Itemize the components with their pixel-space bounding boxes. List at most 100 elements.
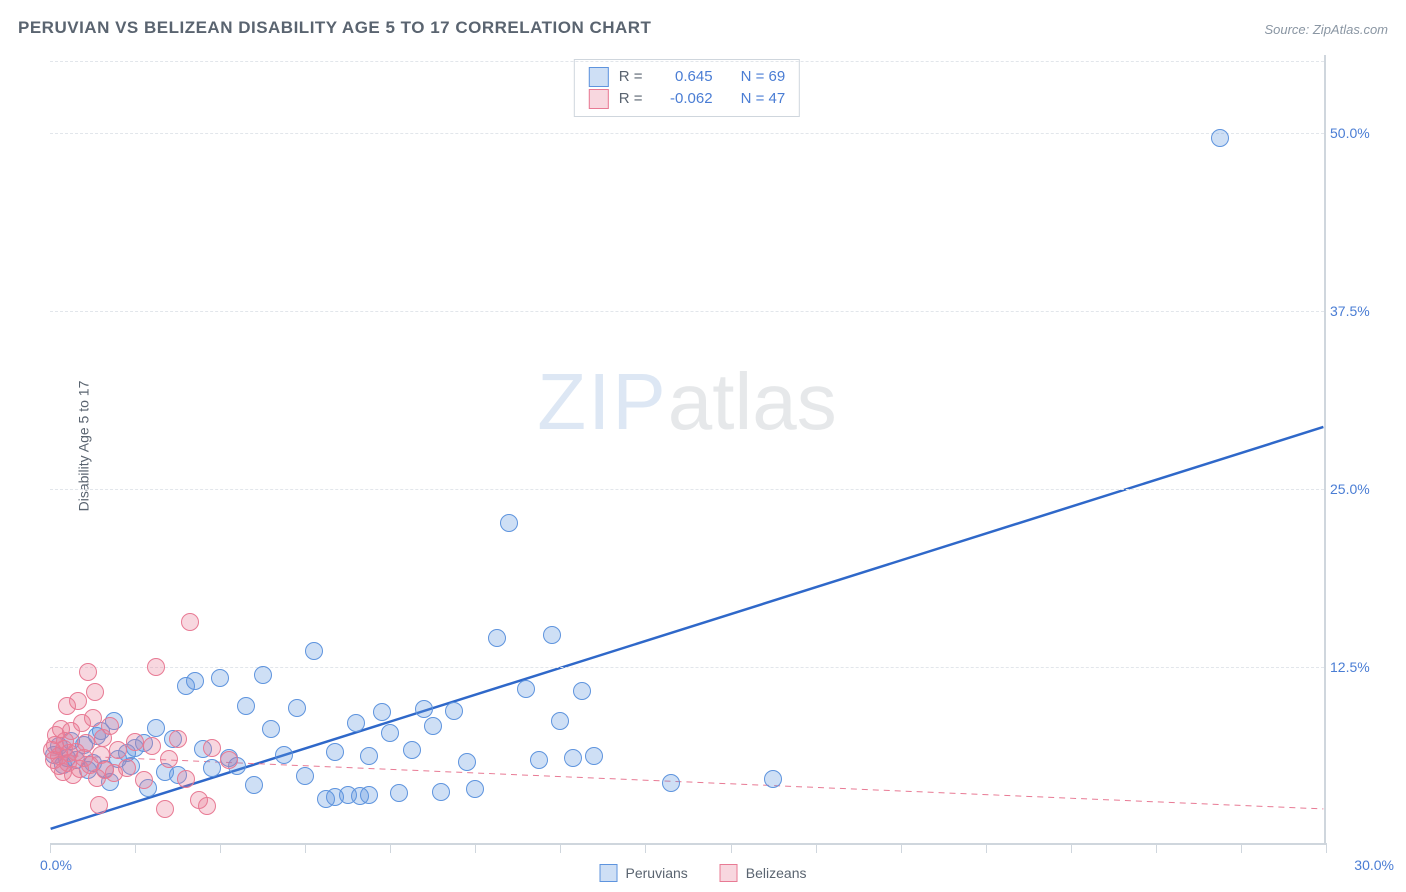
x-tick-label-min: 0.0% bbox=[40, 857, 72, 873]
point-peruvians bbox=[326, 743, 344, 761]
point-belizeans bbox=[90, 796, 108, 814]
x-tick bbox=[901, 843, 902, 853]
x-tick bbox=[475, 843, 476, 853]
point-peruvians bbox=[288, 699, 306, 717]
point-belizeans bbox=[126, 733, 144, 751]
point-peruvians bbox=[466, 780, 484, 798]
point-belizeans bbox=[79, 663, 97, 681]
point-peruvians bbox=[203, 759, 221, 777]
legend-label: Belizeans bbox=[746, 865, 807, 881]
point-peruvians bbox=[1211, 129, 1229, 147]
point-peruvians bbox=[186, 672, 204, 690]
point-peruvians bbox=[360, 786, 378, 804]
trend-lines bbox=[50, 55, 1324, 843]
plot-area: ZIPatlas R =0.645N = 69R =-0.062N = 47 1… bbox=[50, 55, 1326, 845]
n-label: N = 47 bbox=[741, 88, 786, 110]
legend-item: Belizeans bbox=[720, 864, 807, 882]
point-peruvians bbox=[390, 784, 408, 802]
x-tick bbox=[1156, 843, 1157, 853]
chart-title: PERUVIAN VS BELIZEAN DISABILITY AGE 5 TO… bbox=[18, 18, 651, 38]
x-tick bbox=[390, 843, 391, 853]
x-tick bbox=[645, 843, 646, 853]
x-tick-label-max: 30.0% bbox=[1354, 857, 1394, 873]
point-belizeans bbox=[156, 800, 174, 818]
point-belizeans bbox=[203, 739, 221, 757]
point-peruvians bbox=[458, 753, 476, 771]
point-belizeans bbox=[177, 770, 195, 788]
point-peruvians bbox=[564, 749, 582, 767]
x-tick bbox=[731, 843, 732, 853]
point-peruvians bbox=[211, 669, 229, 687]
point-peruvians bbox=[147, 719, 165, 737]
chart-container: PERUVIAN VS BELIZEAN DISABILITY AGE 5 TO… bbox=[0, 0, 1406, 892]
n-label: N = 69 bbox=[741, 66, 786, 88]
point-belizeans bbox=[69, 692, 87, 710]
point-peruvians bbox=[543, 626, 561, 644]
r-value: -0.062 bbox=[653, 88, 713, 110]
gridline bbox=[50, 667, 1324, 668]
point-peruvians bbox=[275, 746, 293, 764]
point-peruvians bbox=[373, 703, 391, 721]
n-value: 69 bbox=[769, 68, 786, 85]
point-belizeans bbox=[101, 717, 119, 735]
point-belizeans bbox=[198, 797, 216, 815]
point-peruvians bbox=[237, 697, 255, 715]
point-peruvians bbox=[262, 720, 280, 738]
point-peruvians bbox=[415, 700, 433, 718]
legend-item: Peruvians bbox=[600, 864, 688, 882]
point-peruvians bbox=[585, 747, 603, 765]
point-belizeans bbox=[84, 709, 102, 727]
y-tick-label: 50.0% bbox=[1330, 125, 1386, 141]
point-peruvians bbox=[424, 717, 442, 735]
gridline bbox=[50, 61, 1324, 62]
point-peruvians bbox=[381, 724, 399, 742]
n-value: 47 bbox=[769, 90, 786, 107]
point-peruvians bbox=[551, 712, 569, 730]
point-peruvians bbox=[347, 714, 365, 732]
point-belizeans bbox=[143, 737, 161, 755]
point-belizeans bbox=[118, 759, 136, 777]
point-belizeans bbox=[160, 750, 178, 768]
legend-swatch bbox=[589, 67, 609, 87]
point-belizeans bbox=[86, 683, 104, 701]
source-label: Source: ZipAtlas.com bbox=[1264, 22, 1388, 37]
point-belizeans bbox=[109, 741, 127, 759]
y-tick-label: 12.5% bbox=[1330, 659, 1386, 675]
x-tick bbox=[816, 843, 817, 853]
point-peruvians bbox=[403, 741, 421, 759]
legend-series: Peruvians Belizeans bbox=[600, 864, 807, 882]
x-tick bbox=[560, 843, 561, 853]
y-tick-label: 37.5% bbox=[1330, 303, 1386, 319]
point-peruvians bbox=[662, 774, 680, 792]
point-peruvians bbox=[360, 747, 378, 765]
gridline bbox=[50, 311, 1324, 312]
x-tick bbox=[1326, 843, 1327, 853]
point-peruvians bbox=[254, 666, 272, 684]
y-tick-label: 25.0% bbox=[1330, 481, 1386, 497]
point-peruvians bbox=[573, 682, 591, 700]
x-tick bbox=[50, 843, 51, 853]
point-belizeans bbox=[181, 613, 199, 631]
point-peruvians bbox=[296, 767, 314, 785]
legend-correlation-row-belizeans: R =-0.062N = 47 bbox=[589, 88, 785, 110]
point-peruvians bbox=[517, 680, 535, 698]
x-tick bbox=[1071, 843, 1072, 853]
point-peruvians bbox=[764, 770, 782, 788]
r-label: R = bbox=[619, 66, 643, 88]
point-belizeans bbox=[220, 751, 238, 769]
point-belizeans bbox=[135, 771, 153, 789]
legend-swatch bbox=[600, 864, 618, 882]
r-value: 0.645 bbox=[653, 66, 713, 88]
legend-label: Peruvians bbox=[626, 865, 688, 881]
point-peruvians bbox=[500, 514, 518, 532]
x-tick bbox=[135, 843, 136, 853]
point-belizeans bbox=[169, 730, 187, 748]
point-peruvians bbox=[530, 751, 548, 769]
point-peruvians bbox=[445, 702, 463, 720]
x-tick bbox=[986, 843, 987, 853]
legend-swatch bbox=[589, 89, 609, 109]
x-tick bbox=[1241, 843, 1242, 853]
point-peruvians bbox=[432, 783, 450, 801]
gridline bbox=[50, 489, 1324, 490]
point-peruvians bbox=[305, 642, 323, 660]
